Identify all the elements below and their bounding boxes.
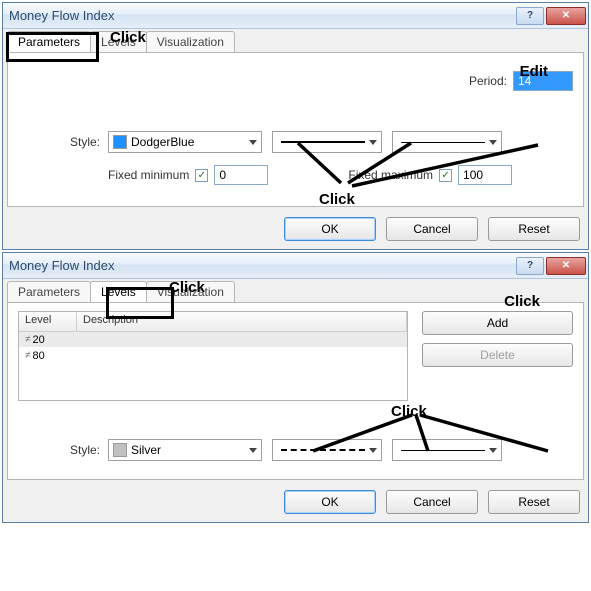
titlebar: Money Flow Index ? ✕: [3, 3, 588, 29]
style-width-dropdown[interactable]: [392, 131, 502, 153]
tab-parameters[interactable]: Parameters: [7, 281, 91, 302]
chevron-down-icon: [369, 140, 377, 145]
style-label: Style:: [18, 135, 108, 149]
delete-button[interactable]: Delete: [422, 343, 573, 367]
reset-button[interactable]: Reset: [488, 217, 580, 241]
style-color-dropdown[interactable]: DodgerBlue: [108, 131, 262, 153]
color-swatch: [113, 443, 127, 457]
reset-button[interactable]: Reset: [488, 490, 580, 514]
ok-button[interactable]: OK: [284, 217, 376, 241]
line-thin-icon: [401, 142, 485, 143]
help-button[interactable]: ?: [516, 7, 544, 25]
chevron-down-icon: [249, 140, 257, 145]
tab-visualization[interactable]: Visualization: [146, 281, 235, 302]
style-width-dropdown[interactable]: [392, 439, 502, 461]
tab-body: Period: Style: DodgerBlue Fixed minimu: [7, 52, 584, 207]
style-color-name: DodgerBlue: [131, 135, 194, 149]
chevron-down-icon: [369, 448, 377, 453]
dialog-levels: Click Click Click Money Flow Index ? ✕ P…: [2, 252, 589, 523]
level-value: 20: [33, 334, 45, 346]
period-input[interactable]: [513, 71, 573, 91]
level-icon: ≠: [25, 334, 30, 345]
tab-visualization[interactable]: Visualization: [146, 31, 235, 52]
list-header: Level Description: [19, 312, 407, 332]
tab-levels[interactable]: Levels: [90, 31, 147, 52]
style-label: Style:: [18, 443, 108, 457]
close-button[interactable]: ✕: [546, 7, 586, 25]
tab-parameters[interactable]: Parameters: [7, 31, 91, 52]
fixed-min-label: Fixed minimum: [108, 168, 189, 182]
titlebar: Money Flow Index ? ✕: [3, 253, 588, 279]
cancel-button[interactable]: Cancel: [386, 217, 478, 241]
level-value: 80: [33, 350, 45, 362]
tab-body: Level Description ≠20 ≠80 Add Delete: [7, 302, 584, 480]
level-icon: ≠: [25, 350, 30, 361]
tab-levels[interactable]: Levels: [90, 281, 147, 302]
ok-button[interactable]: OK: [284, 490, 376, 514]
dialog-title: Money Flow Index: [9, 258, 514, 273]
dialog-parameters: Click Edit Click Money Flow Index ? ✕ Pa…: [2, 2, 589, 250]
style-line-dropdown[interactable]: [272, 131, 382, 153]
list-row[interactable]: ≠80: [19, 348, 407, 364]
col-description: Description: [77, 312, 407, 331]
period-label: Period:: [469, 74, 507, 88]
dialog-title: Money Flow Index: [9, 8, 514, 23]
add-button[interactable]: Add: [422, 311, 573, 335]
tabs: Parameters Levels Visualization: [3, 29, 588, 52]
button-row: OK Cancel Reset: [3, 211, 588, 249]
button-row: OK Cancel Reset: [3, 484, 588, 522]
line-thin-icon: [401, 450, 485, 451]
fixed-max-input[interactable]: [458, 165, 512, 185]
tabs: Parameters Levels Visualization: [3, 279, 588, 302]
line-solid-icon: [281, 141, 365, 143]
fixed-min-input[interactable]: [214, 165, 268, 185]
style-color-dropdown[interactable]: Silver: [108, 439, 262, 461]
fixed-min-checkbox[interactable]: ✓: [195, 169, 208, 182]
col-level: Level: [19, 312, 77, 331]
chevron-down-icon: [489, 448, 497, 453]
levels-list[interactable]: Level Description ≠20 ≠80: [18, 311, 408, 401]
color-swatch: [113, 135, 127, 149]
help-button[interactable]: ?: [516, 257, 544, 275]
style-color-name: Silver: [131, 443, 161, 457]
chevron-down-icon: [249, 448, 257, 453]
close-button[interactable]: ✕: [546, 257, 586, 275]
chevron-down-icon: [489, 140, 497, 145]
style-line-dropdown[interactable]: [272, 439, 382, 461]
fixed-max-label: Fixed maximum: [348, 168, 433, 182]
line-dashed-icon: [281, 449, 365, 451]
cancel-button[interactable]: Cancel: [386, 490, 478, 514]
fixed-max-checkbox[interactable]: ✓: [439, 169, 452, 182]
list-row[interactable]: ≠20: [19, 332, 407, 348]
